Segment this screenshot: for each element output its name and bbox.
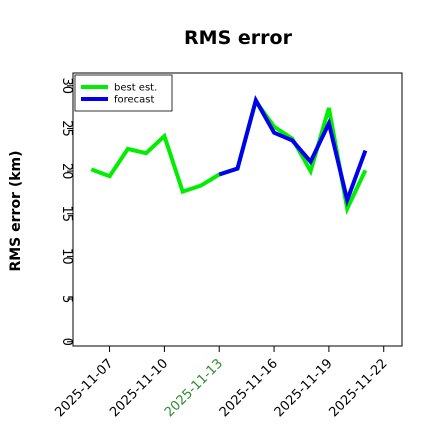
legend-label: best est.	[114, 83, 157, 94]
series-line-best-est	[90, 96, 368, 216]
x-tick-label: 2025-11-13	[162, 356, 226, 420]
series-line-forecast	[218, 95, 368, 208]
x-tick-label: 2025-11-07	[52, 356, 116, 420]
y-tick-label: 10	[59, 248, 74, 265]
y-tick-label: 30	[59, 78, 74, 95]
y-tick-label: 5	[59, 295, 74, 303]
chart-title: RMS error	[184, 27, 293, 49]
y-tick-label: 15	[59, 205, 74, 222]
x-tick-label: 2025-11-16	[217, 356, 281, 420]
y-tick-label: 25	[59, 120, 74, 137]
y-tick-label: 0	[59, 338, 74, 346]
series-layer	[90, 95, 368, 216]
y-axis-label: RMS error (km)	[8, 150, 24, 271]
y-axis-ticks: 0 5 10 15 20 25 30	[59, 78, 74, 346]
legend: best est.forecast	[74, 74, 173, 112]
x-tick-label: 2025-11-19	[272, 356, 336, 420]
x-axis-ticks: 2025-11-072025-11-102025-11-132025-11-16…	[52, 346, 391, 420]
x-tick-label: 2025-11-22	[327, 356, 391, 420]
y-tick-label: 20	[59, 163, 74, 180]
x-tick-label: 2025-11-10	[107, 356, 171, 420]
legend-label: forecast	[114, 95, 155, 106]
plot-frame	[72, 72, 403, 347]
legend-box	[74, 74, 173, 112]
